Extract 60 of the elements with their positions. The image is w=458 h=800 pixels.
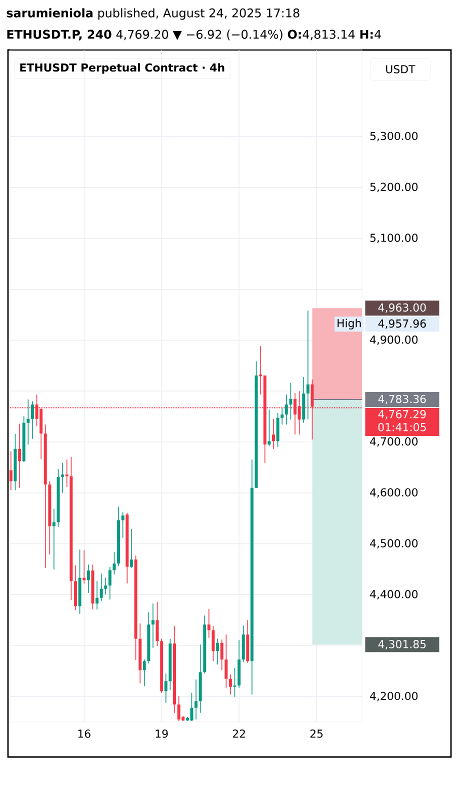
candlestick: [96, 580, 99, 610]
candlestick: [272, 418, 275, 450]
y-tick-label: 4,200.00: [370, 692, 418, 702]
candlestick: [121, 512, 124, 538]
text: USDT: [386, 65, 416, 74]
y-tick-label: 5,300.00: [370, 132, 418, 142]
x-tick-label: 16: [78, 730, 90, 738]
candlestick: [86, 564, 90, 594]
candlestick: [26, 399, 30, 445]
candlestick: [306, 310, 310, 420]
x-tick-label: 25: [310, 730, 323, 738]
x-tick-label: 22: [232, 730, 245, 738]
candlestick: [177, 696, 180, 722]
candlestick: [142, 659, 146, 687]
y-tick-label: 5,200.00: [370, 182, 418, 192]
chart-subtitle: ETHUSDT.P, 240 4,769.20 ▼ −6.92 (−0.14%) O:4,813.14 H:4: [7, 30, 381, 40]
candlestick: [280, 407, 284, 425]
candlestick: [104, 577, 108, 595]
band-label: 4,301.85: [378, 640, 426, 650]
candlestick: [268, 409, 271, 447]
annotation: High: [338, 318, 361, 330]
candlestick: [190, 692, 194, 722]
candlestick: [61, 462, 64, 494]
ref-line-label: 4,767.29: [378, 410, 426, 420]
text: 01:41:05: [378, 422, 426, 432]
candlestick: [18, 423, 22, 488]
candlestick: [284, 394, 288, 425]
candlestick: [216, 638, 220, 665]
candlestick: [100, 573, 103, 602]
candlestick: [65, 459, 68, 488]
candlestick: [228, 674, 232, 695]
candlestick: [220, 639, 224, 671]
y-tick-label: 4,500.00: [370, 539, 418, 549]
candlestick: [130, 528, 133, 568]
band-label: 4,963.00: [378, 303, 426, 313]
text: 4,957.96: [378, 319, 426, 329]
text: ETHUSDT Perpetual Contract · 4h: [20, 63, 224, 74]
candlestick: [164, 673, 168, 704]
candlestick: [212, 626, 215, 662]
y-tick-label: 4,400.00: [370, 590, 418, 600]
candlestick: [30, 400, 34, 440]
x-tick-label: 19: [156, 730, 168, 738]
candlestick: [156, 602, 159, 647]
candlestick: [9, 450, 12, 491]
y-tick-label: 4,700.00: [370, 437, 418, 447]
candlestick: [276, 412, 280, 448]
ref-line-label: 4,783.36: [378, 394, 426, 404]
candlestick: [112, 552, 116, 575]
text: sarumieniola published, August 24, 2025 17:18: [6, 8, 300, 20]
candlestick: [233, 667, 236, 698]
candlestick: [52, 508, 56, 570]
candlestick: [289, 382, 292, 420]
candlestick: [152, 603, 154, 648]
y-tick-label: 4,900.00: [370, 335, 418, 345]
candlestick: [194, 679, 198, 720]
candlestick: [224, 634, 228, 688]
candlestick: [207, 608, 210, 638]
y-tick-label: 5,100.00: [370, 234, 418, 244]
y-tick-label: 4,600.00: [370, 488, 418, 498]
candlestick: [108, 566, 112, 600]
